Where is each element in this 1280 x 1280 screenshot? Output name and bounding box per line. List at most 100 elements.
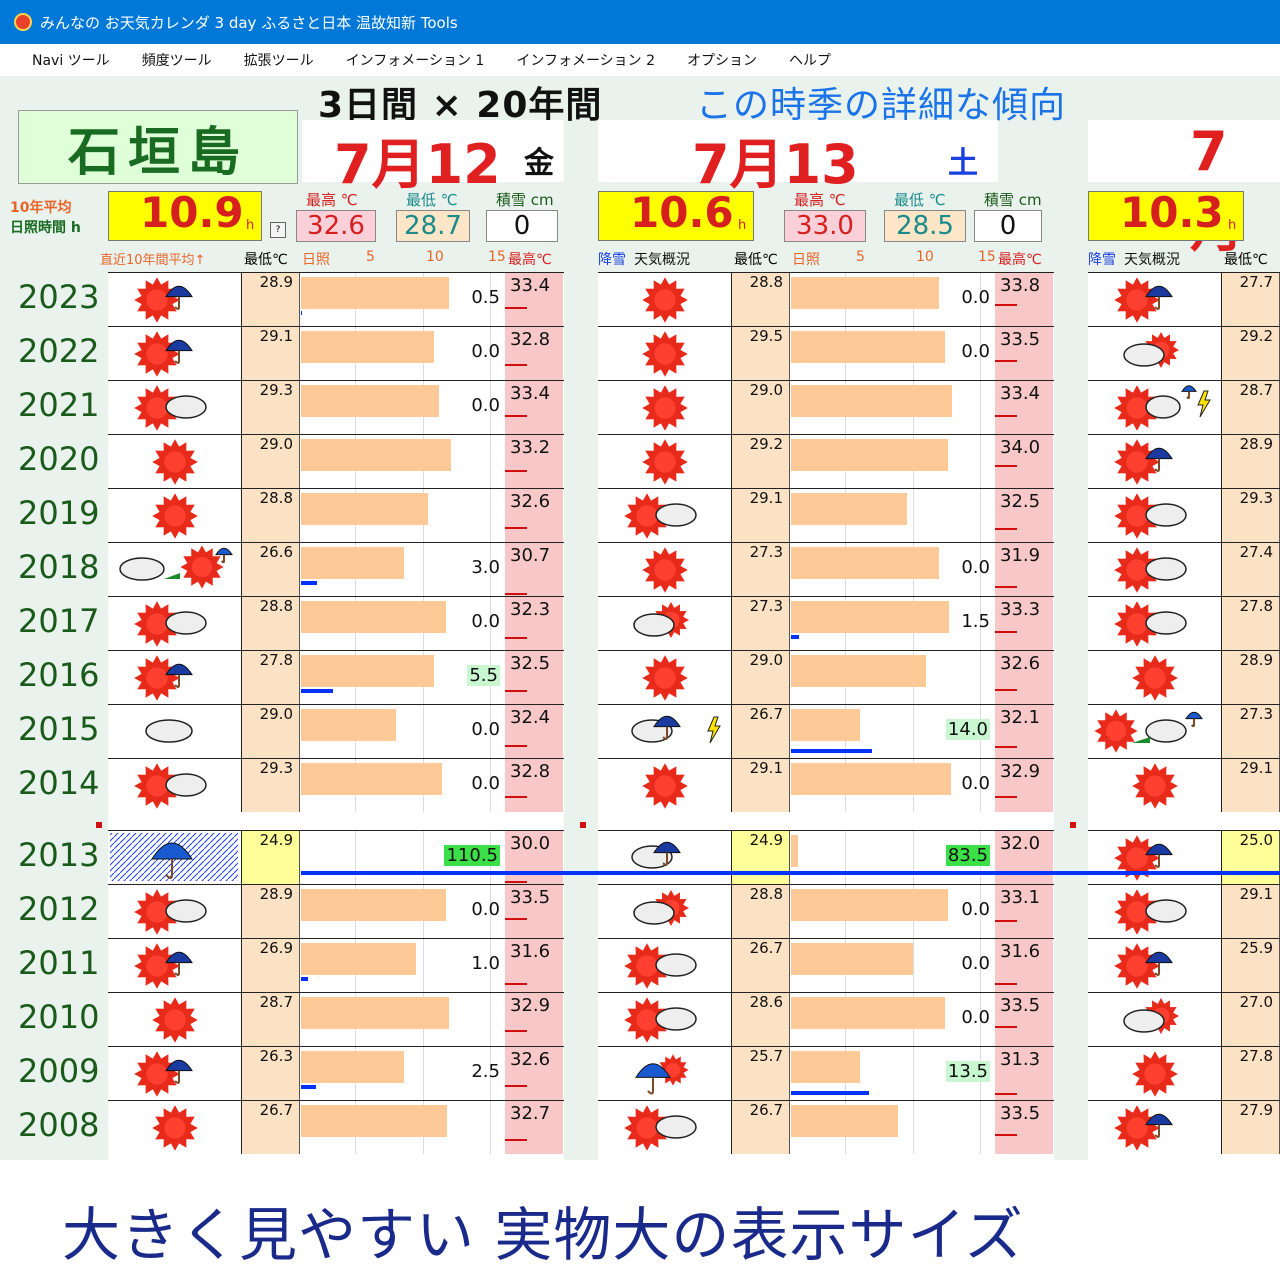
table-row[interactable]: 25.0 bbox=[1088, 830, 1280, 884]
table-row[interactable]: 29.1 32.5 bbox=[598, 488, 1054, 542]
table-row[interactable]: 29.1 bbox=[1088, 884, 1280, 938]
sunshine-cell: 1.5 bbox=[791, 597, 994, 650]
table-row[interactable]: 27.7 bbox=[1088, 272, 1280, 326]
table-row[interactable]: 29.3 bbox=[1088, 488, 1280, 542]
table-row[interactable]: 29.0 33.4 bbox=[598, 380, 1054, 434]
max-temp-cell: 31.3 bbox=[995, 1047, 1053, 1100]
grid-line bbox=[980, 993, 982, 1046]
table-row[interactable]: 26.6 3.0 30.7 bbox=[108, 542, 564, 596]
sunshine-cell: 0.0 bbox=[301, 705, 504, 758]
table-row[interactable]: 27.8 bbox=[1088, 596, 1280, 650]
table-row[interactable]: 29.3 0.0 32.8 bbox=[108, 758, 564, 812]
table-row[interactable]: 27.0 bbox=[1088, 992, 1280, 1046]
sunshine-cell bbox=[791, 381, 994, 434]
avg-max-marker bbox=[995, 528, 1017, 530]
table-row[interactable]: 27.3 1.5 33.3 bbox=[598, 596, 1054, 650]
table-row[interactable]: 27.9 bbox=[1088, 1100, 1280, 1154]
menu-information-2[interactable]: インフォメーション 2 bbox=[516, 53, 656, 69]
table-row[interactable]: 26.7 33.5 bbox=[598, 1100, 1054, 1154]
table-row[interactable]: 29.5 0.0 33.5 bbox=[598, 326, 1054, 380]
grid-line bbox=[490, 939, 492, 992]
table-row[interactable]: 28.8 0.0 33.1 bbox=[598, 884, 1054, 938]
table-row[interactable]: 28.9 bbox=[1088, 434, 1280, 488]
table-row[interactable]: 24.9 110.5 30.0 bbox=[108, 830, 843, 884]
table-row[interactable]: 27.8 bbox=[1088, 1046, 1280, 1100]
table-row[interactable]: 29.2 34.0 bbox=[598, 434, 1054, 488]
menu-frequency-tools[interactable]: 頻度ツール bbox=[141, 53, 212, 69]
table-row[interactable]: 28.7 32.9 bbox=[108, 992, 564, 1046]
year-label: 2013 bbox=[18, 836, 100, 874]
max-temp-cell: 33.1 bbox=[995, 885, 1053, 938]
min-temp-cell: 26.7 bbox=[242, 1101, 300, 1154]
table-row[interactable]: 29.1 0.0 32.8 bbox=[108, 326, 564, 380]
table-row[interactable]: 25.9 bbox=[1088, 938, 1280, 992]
menu-options[interactable]: オプション bbox=[687, 53, 758, 69]
table-row[interactable]: 29.0 32.6 bbox=[598, 650, 1054, 704]
date-label[interactable]: 7月13 bbox=[692, 133, 859, 196]
precip-bar bbox=[301, 581, 318, 585]
table-row[interactable]: 27.3 bbox=[1088, 704, 1280, 758]
table-row[interactable]: 27.8 5.5 32.5 bbox=[108, 650, 564, 704]
separator-dot bbox=[96, 822, 102, 828]
tick-10: 10 bbox=[426, 249, 444, 265]
table-row[interactable]: 24.9 83.5 32.0 bbox=[598, 830, 1280, 884]
table-row[interactable]: 26.7 0.0 31.6 bbox=[598, 938, 1054, 992]
sunshine-bar bbox=[301, 709, 396, 741]
date-label[interactable]: 7月12 bbox=[334, 133, 501, 196]
table-row[interactable]: 28.8 0.0 32.3 bbox=[108, 596, 564, 650]
max-temp-cell: 32.1 bbox=[995, 705, 1053, 758]
table-row[interactable]: 29.0 0.0 32.4 bbox=[108, 704, 564, 758]
table-row[interactable]: 29.1 0.0 32.9 bbox=[598, 758, 1054, 812]
avg-label-line2: 日照時間 h bbox=[10, 220, 81, 236]
table-row[interactable]: 28.8 32.6 bbox=[108, 488, 564, 542]
location-name[interactable]: 石垣島 bbox=[18, 110, 298, 184]
menu-extension-tools[interactable]: 拡張ツール bbox=[243, 53, 314, 69]
table-row[interactable]: 29.0 33.2 bbox=[108, 434, 564, 488]
table-row[interactable]: 29.3 0.0 33.4 bbox=[108, 380, 564, 434]
sun-umbrella-icon bbox=[1088, 831, 1222, 884]
sunshine-bar bbox=[791, 1105, 898, 1137]
min-temp-cell: 29.0 bbox=[242, 435, 300, 488]
year-label: 2018 bbox=[18, 548, 100, 586]
avg-max-marker bbox=[505, 592, 527, 595]
table-row[interactable]: 28.9 0.5 33.4 bbox=[108, 272, 564, 326]
sunshine-bar bbox=[791, 997, 946, 1029]
table-row[interactable]: 26.7 32.7 bbox=[108, 1100, 564, 1154]
precip-value: 0.0 bbox=[961, 557, 990, 578]
window-title: みんなの お天気カレンダ 3 day ふるさと日本 温故知新 Tools bbox=[40, 13, 458, 32]
cloud-umbrella-icon bbox=[598, 831, 732, 884]
table-row[interactable]: 29.1 bbox=[1088, 758, 1280, 812]
table-row[interactable]: 27.4 bbox=[1088, 542, 1280, 596]
avg-max-marker bbox=[505, 1138, 527, 1141]
menu-navi-tools[interactable]: Navi ツール bbox=[32, 53, 110, 69]
precip-bar bbox=[791, 635, 800, 639]
sunshine-cell: 0.0 bbox=[301, 885, 504, 938]
min-temp-cell: 26.6 bbox=[242, 543, 300, 596]
min-temp-cell: 25.0 bbox=[1222, 831, 1280, 884]
table-row[interactable]: 28.9 0.0 33.5 bbox=[108, 884, 564, 938]
max-temp-cell: 33.4 bbox=[505, 381, 563, 434]
table-row[interactable]: 28.9 bbox=[1088, 650, 1280, 704]
table-row[interactable]: 26.7 14.0 32.1 bbox=[598, 704, 1054, 758]
year-label: 2012 bbox=[18, 890, 100, 928]
table-row[interactable]: 29.2 bbox=[1088, 326, 1280, 380]
menu-help[interactable]: ヘルプ bbox=[789, 53, 832, 69]
overview-header: 天気概況 bbox=[634, 252, 690, 268]
table-row[interactable]: 26.9 1.0 31.6 bbox=[108, 938, 564, 992]
help-button[interactable]: ? bbox=[270, 222, 286, 238]
tick-15: 15 bbox=[978, 249, 996, 265]
table-row[interactable]: 25.7 13.5 31.3 bbox=[598, 1046, 1054, 1100]
grid-line bbox=[490, 597, 492, 650]
table-row[interactable]: 27.3 0.0 31.9 bbox=[598, 542, 1054, 596]
menu-information-1[interactable]: インフォメーション 1 bbox=[345, 53, 485, 69]
max-temp-cell: 32.8 bbox=[505, 759, 563, 812]
table-row[interactable]: 26.3 2.5 32.6 bbox=[108, 1046, 564, 1100]
sunshine-bar bbox=[791, 709, 861, 741]
sun-cloud-icon bbox=[108, 381, 242, 434]
table-row[interactable]: 28.7 bbox=[1088, 380, 1280, 434]
sunshine-bar bbox=[301, 655, 434, 687]
table-row[interactable]: 28.8 0.0 33.8 bbox=[598, 272, 1054, 326]
grid-line bbox=[980, 939, 982, 992]
min-temp-value: 28.7 bbox=[396, 210, 470, 242]
table-row[interactable]: 28.6 0.0 33.5 bbox=[598, 992, 1054, 1046]
